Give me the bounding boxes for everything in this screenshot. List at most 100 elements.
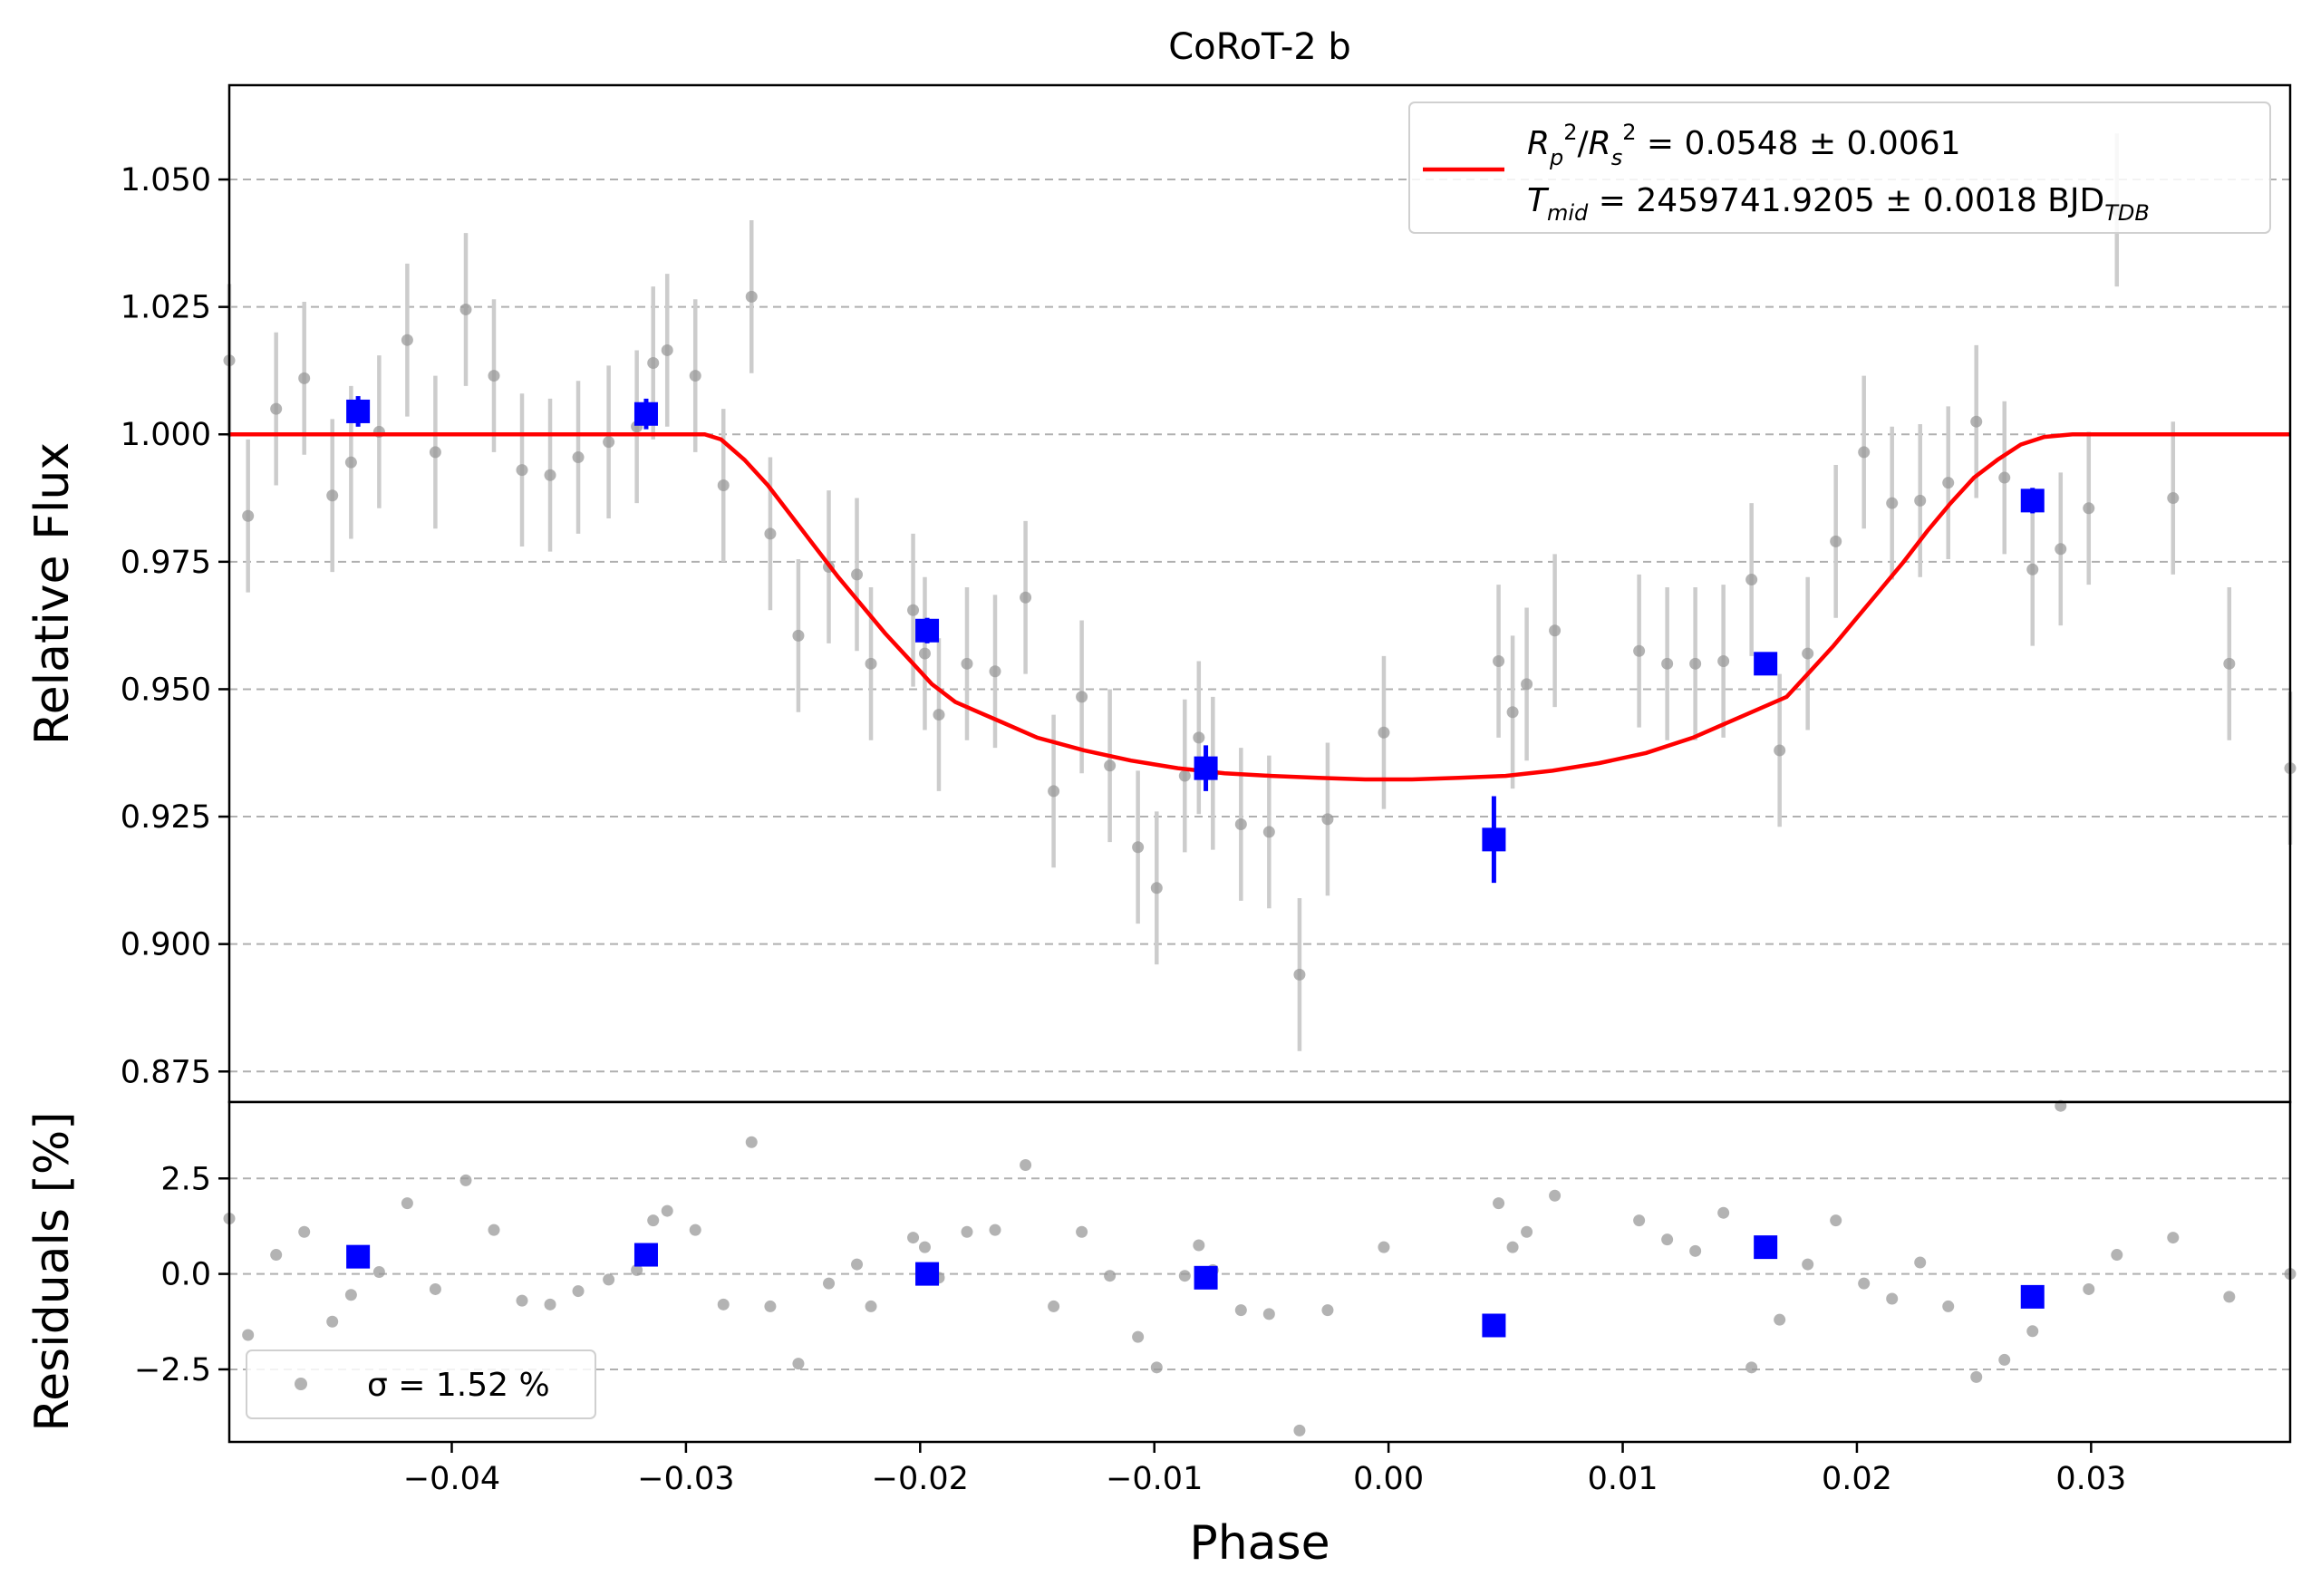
residual-point — [1802, 1258, 1814, 1271]
residual-point — [242, 1329, 255, 1341]
raw-point — [1193, 731, 1205, 744]
raw-point — [516, 464, 528, 477]
residual-point — [647, 1214, 660, 1227]
raw-point — [1942, 477, 1955, 489]
residual-point — [907, 1232, 920, 1244]
raw-point — [2223, 657, 2236, 670]
bottom-y-axis-label: Residuals [%] — [25, 1111, 80, 1431]
raw-point — [661, 343, 673, 356]
residual-point — [1914, 1256, 1927, 1269]
residual-point — [1521, 1225, 1533, 1238]
top-y-tick-label: 0.950 — [121, 672, 211, 708]
raw-point — [2083, 502, 2095, 515]
raw-point — [1802, 647, 1814, 660]
residual-point — [1193, 1239, 1205, 1252]
x-tick-label: −0.01 — [1106, 1461, 1203, 1497]
raw-point — [1661, 657, 1674, 670]
residual-point — [1774, 1313, 1786, 1326]
raw-point — [1132, 841, 1145, 854]
raw-point — [1774, 744, 1786, 757]
top-y-tick-label: 1.025 — [121, 290, 211, 326]
binned-residual-point — [346, 1244, 371, 1269]
raw-point — [1020, 591, 1032, 604]
top-y-tick-label: 1.000 — [121, 417, 211, 453]
raw-point — [1178, 769, 1191, 782]
residual-point — [401, 1197, 413, 1210]
raw-point — [270, 402, 283, 415]
residual-point — [1132, 1330, 1145, 1343]
bottom-y-tick-label: 2.5 — [160, 1161, 211, 1197]
residual-point — [516, 1294, 528, 1307]
residual-point — [326, 1315, 339, 1328]
raw-point — [865, 657, 877, 670]
x-axis-label: Phase — [1189, 1516, 1330, 1571]
residual-point — [989, 1224, 1001, 1236]
binned-residual-point — [1482, 1313, 1506, 1338]
raw-point — [1745, 574, 1758, 586]
residual-point — [918, 1241, 931, 1253]
residual-point — [603, 1273, 615, 1286]
bottom-y-tick-label: 0.0 — [160, 1257, 211, 1293]
raw-point — [918, 647, 931, 660]
raw-point — [1970, 415, 1983, 428]
raw-point — [989, 665, 1001, 678]
top-plot-area — [229, 85, 2290, 1102]
raw-point — [1830, 535, 1842, 547]
raw-point — [1998, 471, 2011, 484]
raw-point — [907, 604, 920, 616]
residual-point — [1076, 1225, 1088, 1238]
residual-point — [717, 1298, 730, 1311]
raw-point — [647, 357, 660, 370]
raw-point — [488, 370, 500, 382]
chart-title: CoRoT-2 b — [1168, 26, 1351, 68]
raw-point — [1493, 655, 1505, 668]
raw-point — [1521, 678, 1533, 691]
residual-point — [1378, 1241, 1390, 1253]
residual-point — [2223, 1291, 2236, 1303]
top-y-tick-label: 0.900 — [121, 927, 211, 963]
residual-point — [270, 1249, 283, 1262]
binned-residual-point — [1194, 1265, 1218, 1290]
residual-point — [344, 1289, 357, 1301]
residual-point — [1886, 1292, 1899, 1305]
residual-point — [1745, 1361, 1758, 1374]
raw-point — [1048, 785, 1060, 798]
residual-point — [2026, 1325, 2039, 1338]
residual-point — [1970, 1370, 1983, 1383]
residual-point — [823, 1277, 836, 1290]
residual-point — [429, 1282, 441, 1295]
legend-tmid-label: Tmid = 2459741.9205 ± 0.0018 BJDTDB — [1527, 182, 2150, 226]
raw-point — [429, 446, 441, 459]
residual-point — [1549, 1189, 1562, 1202]
residual-point — [792, 1358, 805, 1370]
raw-point — [745, 290, 758, 303]
raw-point — [764, 527, 777, 540]
residual-point — [961, 1225, 973, 1238]
binned-residual-point — [633, 1243, 658, 1267]
raw-point — [1633, 644, 1646, 657]
top-y-tick-label: 0.875 — [121, 1054, 211, 1090]
raw-point — [717, 479, 730, 491]
raw-point — [1717, 655, 1730, 668]
binned-point — [915, 618, 940, 643]
residual-point — [572, 1285, 585, 1298]
x-tick-label: 0.01 — [1588, 1461, 1658, 1497]
residual-point — [1234, 1304, 1247, 1317]
raw-point — [792, 629, 805, 642]
residual-point — [1493, 1197, 1505, 1210]
raw-point — [1549, 624, 1562, 637]
raw-point — [1150, 882, 1163, 895]
raw-point — [401, 334, 413, 346]
residual-point — [689, 1224, 701, 1236]
transit-model-line — [229, 431, 2290, 782]
top-legend: Rp2/Rs2 = 0.0548 ± 0.0061 Tmid = 2459741… — [1408, 102, 2271, 234]
raw-point — [1234, 817, 1247, 830]
residual-point — [1262, 1308, 1275, 1320]
raw-point — [603, 436, 615, 449]
raw-point — [1506, 706, 1519, 719]
binned-point — [2020, 488, 2045, 513]
residual-point — [851, 1258, 864, 1271]
residual-point — [1661, 1233, 1674, 1246]
binned-residual-point — [915, 1262, 940, 1286]
residual-point — [2083, 1282, 2095, 1295]
